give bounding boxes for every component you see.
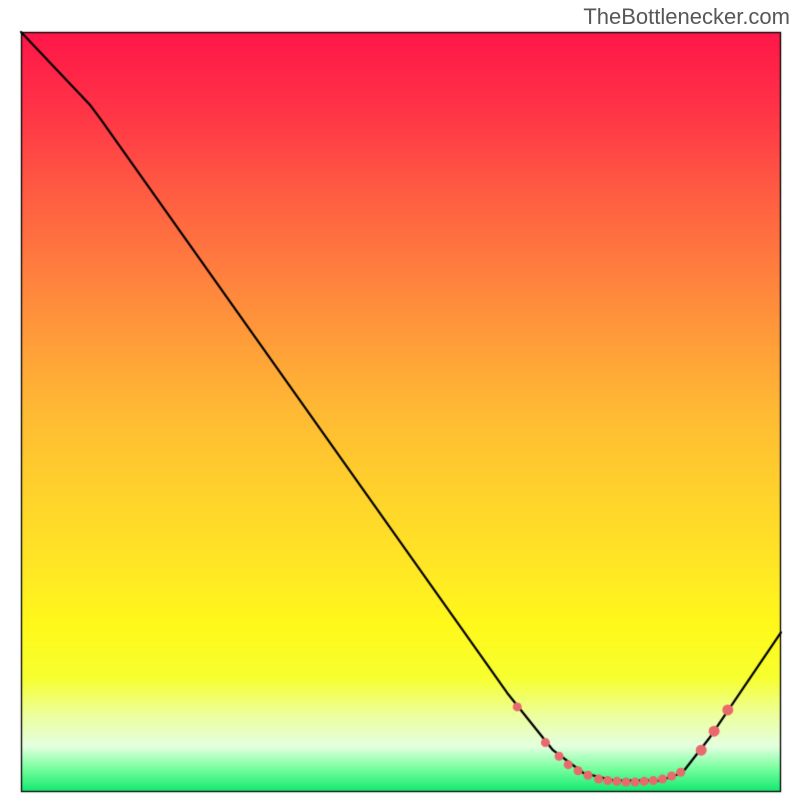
bottleneck-chart bbox=[0, 0, 800, 800]
